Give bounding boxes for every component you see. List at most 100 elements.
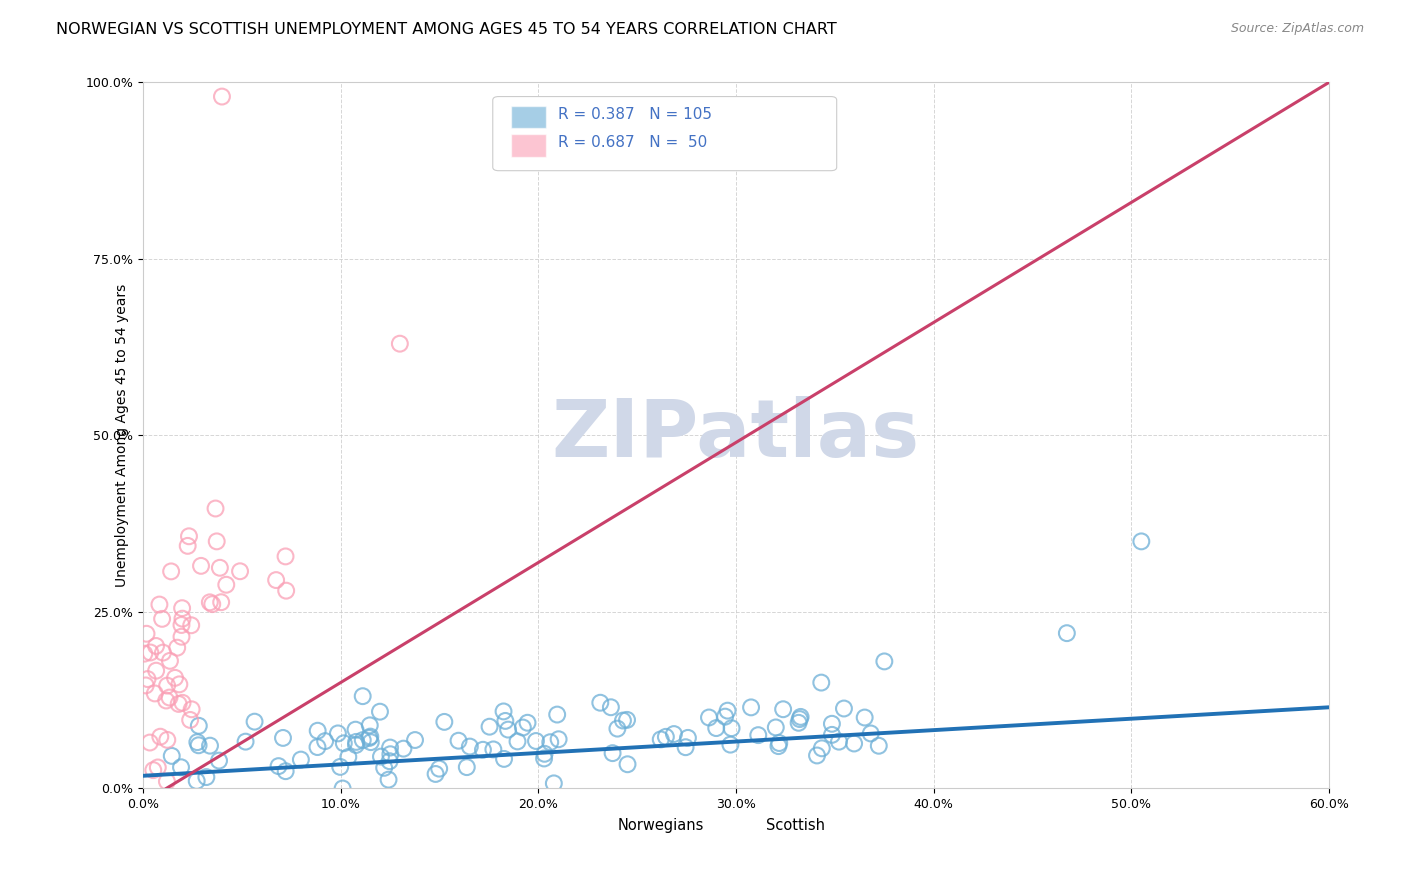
Point (359, 718, 381, 732)
Point (716, 704, 738, 718)
Point (616, 757, 638, 772)
Bar (510, 106, 546, 128)
Point (274, 549, 297, 564)
Point (388, 336, 411, 351)
Point (180, 618, 202, 632)
Point (160, 748, 183, 763)
Point (201, 597, 224, 611)
Point (307, 740, 329, 755)
Point (274, 764, 297, 779)
Point (135, 678, 157, 692)
Point (134, 647, 156, 661)
Point (146, 760, 169, 774)
Text: ZIPatlas: ZIPatlas (551, 396, 920, 475)
Point (392, 741, 415, 756)
Point (187, 719, 209, 733)
Point (606, 722, 628, 736)
Point (482, 742, 505, 756)
Point (333, 736, 356, 750)
Point (359, 731, 381, 745)
Point (172, 601, 194, 615)
Y-axis label: Unemployment Among Ages 45 to 54 years: Unemployment Among Ages 45 to 54 years (115, 284, 129, 587)
Point (697, 710, 720, 724)
Point (176, 539, 198, 553)
Point (378, 740, 401, 755)
Point (155, 693, 177, 707)
Point (167, 697, 190, 711)
Point (235, 734, 257, 748)
Point (172, 612, 194, 626)
Text: NORWEGIAN VS SCOTTISH UNEMPLOYMENT AMONG AGES 45 TO 54 YEARS CORRELATION CHART: NORWEGIAN VS SCOTTISH UNEMPLOYMENT AMONG… (56, 22, 837, 37)
Point (208, 561, 231, 575)
Point (229, 564, 252, 578)
Point (543, 776, 565, 790)
Point (344, 723, 367, 737)
Point (675, 740, 697, 755)
Point (832, 701, 855, 715)
Point (853, 710, 876, 724)
Point (662, 727, 685, 741)
Point (195, 770, 218, 784)
Point (332, 781, 354, 796)
Point (150, 612, 173, 626)
Point (205, 534, 228, 549)
Point (789, 710, 811, 724)
Bar (510, 134, 546, 157)
Text: R = 0.387   N = 105: R = 0.387 N = 105 (558, 107, 711, 121)
Point (135, 627, 157, 641)
Point (873, 654, 896, 668)
Point (169, 677, 191, 691)
Point (145, 639, 167, 653)
Point (159, 690, 181, 705)
Point (512, 721, 534, 735)
Point (148, 598, 170, 612)
Text: R = 0.687   N =  50: R = 0.687 N = 50 (558, 135, 707, 150)
Point (267, 759, 290, 773)
Text: Norwegians: Norwegians (617, 819, 703, 833)
Point (506, 734, 529, 748)
Point (326, 726, 349, 740)
Point (143, 686, 166, 700)
Point (373, 761, 395, 775)
Point (179, 713, 201, 727)
Point (172, 696, 194, 710)
Point (492, 705, 515, 719)
Point (447, 733, 470, 747)
Point (599, 700, 621, 714)
Point (139, 735, 162, 749)
Point (821, 716, 844, 731)
Point (204, 501, 226, 516)
FancyBboxPatch shape (492, 96, 837, 170)
Point (186, 735, 208, 749)
Point (471, 743, 494, 757)
Point (264, 573, 287, 587)
Point (492, 752, 515, 766)
Point (329, 760, 352, 774)
Point (198, 739, 221, 753)
Point (352, 733, 374, 747)
Point (190, 558, 212, 573)
Point (714, 709, 737, 723)
Point (271, 731, 294, 745)
Point (859, 726, 882, 740)
Point (314, 734, 336, 748)
Point (159, 654, 181, 668)
Point (136, 672, 159, 686)
Point (516, 715, 538, 730)
Point (650, 732, 672, 747)
Point (478, 720, 501, 734)
Point (170, 760, 193, 774)
Point (533, 747, 555, 761)
Point (789, 712, 811, 726)
Point (768, 739, 790, 753)
Point (704, 721, 727, 735)
Point (765, 721, 787, 735)
Point (290, 753, 312, 767)
Point (494, 714, 516, 728)
Point (344, 738, 367, 752)
Point (359, 730, 381, 744)
Point (720, 721, 742, 735)
Point (496, 723, 519, 737)
Point (360, 735, 382, 749)
Point (718, 738, 741, 752)
